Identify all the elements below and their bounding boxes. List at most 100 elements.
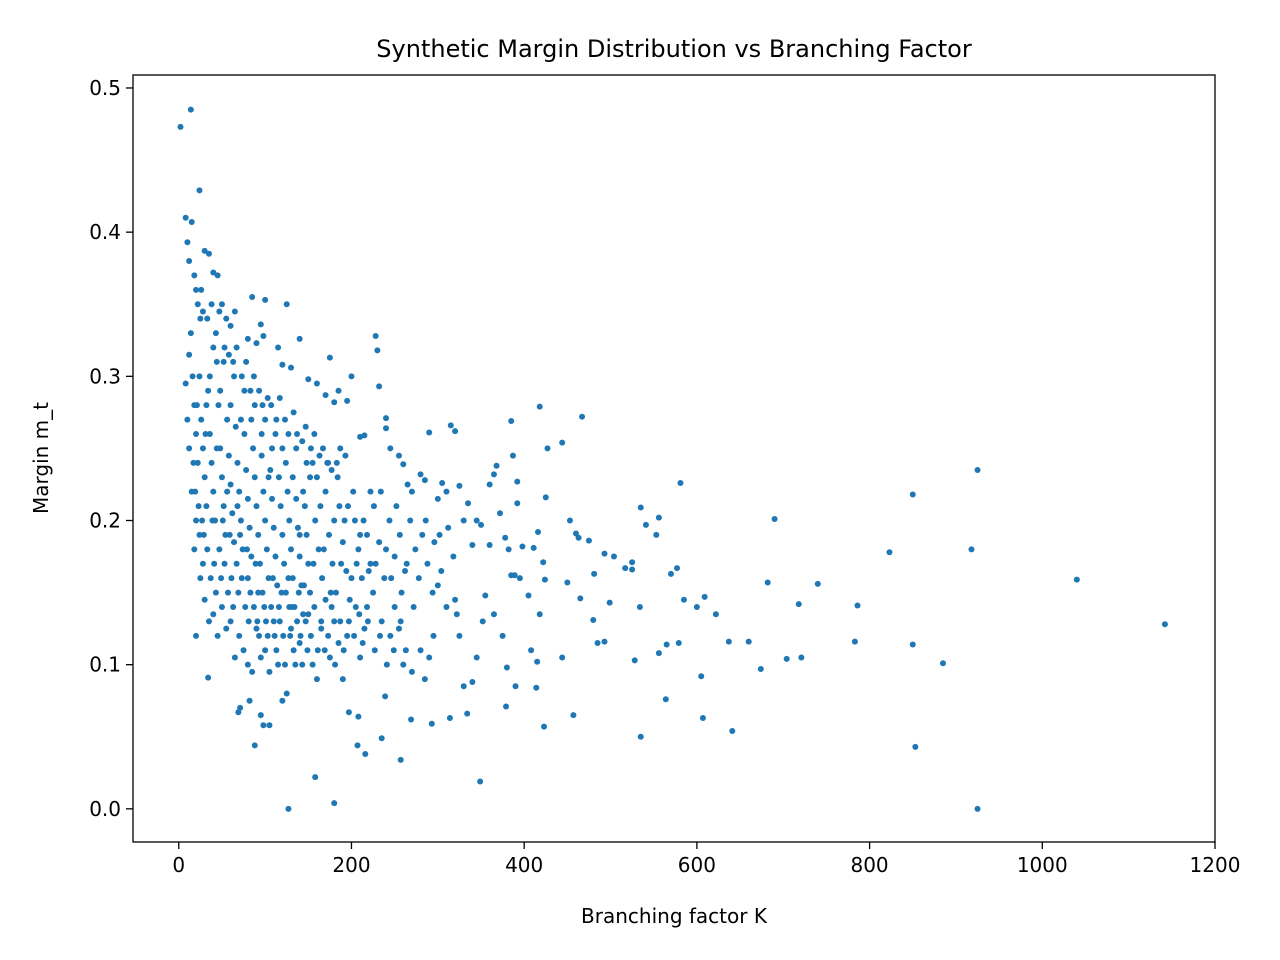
data-point	[297, 632, 304, 639]
data-point	[187, 330, 194, 337]
data-point	[243, 546, 250, 553]
data-point	[359, 640, 366, 647]
data-point	[296, 553, 303, 560]
data-point	[351, 632, 358, 639]
data-point	[236, 632, 243, 639]
data-point	[290, 647, 297, 654]
data-point	[367, 560, 374, 567]
data-point	[486, 542, 493, 549]
data-point	[383, 415, 390, 422]
data-point	[234, 459, 241, 466]
data-point	[289, 575, 296, 582]
data-point	[300, 488, 307, 495]
data-point	[464, 710, 471, 717]
data-point	[303, 459, 310, 466]
data-point	[429, 589, 436, 596]
data-point	[220, 358, 227, 365]
data-point	[410, 603, 417, 610]
data-point	[213, 445, 220, 452]
data-point	[452, 428, 459, 435]
data-point	[266, 722, 273, 729]
data-point	[307, 632, 314, 639]
data-point	[327, 589, 334, 596]
data-point	[419, 531, 426, 538]
data-point	[269, 575, 276, 582]
data-point	[210, 269, 217, 276]
data-point	[275, 661, 282, 668]
data-point	[250, 445, 257, 452]
data-point	[283, 690, 290, 697]
data-point	[391, 603, 398, 610]
data-point	[262, 517, 269, 524]
data-point	[331, 399, 338, 406]
data-point	[798, 654, 805, 661]
data-point	[508, 418, 515, 425]
data-point	[677, 480, 684, 487]
data-point	[208, 459, 215, 466]
data-point	[273, 416, 280, 423]
data-point	[264, 394, 271, 401]
data-point	[213, 358, 220, 365]
data-point	[637, 733, 644, 740]
data-point	[541, 576, 548, 583]
data-point	[255, 589, 262, 596]
data-point	[337, 445, 344, 452]
data-point	[783, 655, 790, 662]
data-point	[317, 503, 324, 510]
data-point	[370, 589, 377, 596]
data-point	[296, 335, 303, 342]
x-tick-label: 400	[505, 853, 543, 877]
data-point	[197, 575, 204, 582]
data-point	[194, 459, 201, 466]
data-point	[490, 611, 497, 618]
data-point	[224, 488, 231, 495]
data-point	[376, 539, 383, 546]
data-point	[218, 301, 225, 308]
data-point	[268, 603, 275, 610]
data-point	[313, 380, 320, 387]
data-point	[572, 530, 579, 537]
data-point	[221, 560, 228, 567]
data-point	[307, 474, 314, 481]
data-point	[299, 438, 306, 445]
data-point	[277, 503, 284, 510]
data-point	[295, 589, 302, 596]
data-point	[282, 589, 289, 596]
data-point	[854, 602, 861, 609]
data-point	[281, 560, 288, 567]
data-point	[591, 570, 598, 577]
data-point	[246, 524, 253, 531]
data-point	[293, 495, 300, 502]
data-point	[348, 575, 355, 582]
data-point	[199, 517, 206, 524]
data-point	[745, 638, 752, 645]
data-point	[286, 517, 293, 524]
data-point	[376, 632, 383, 639]
data-point	[328, 467, 335, 474]
data-point	[400, 461, 407, 468]
data-point	[270, 618, 277, 625]
data-point	[275, 344, 282, 351]
data-point	[378, 618, 385, 625]
data-point	[502, 534, 509, 541]
data-point	[499, 632, 506, 639]
data-point	[361, 432, 368, 439]
data-point	[339, 539, 346, 546]
data-point	[311, 430, 318, 437]
data-point	[231, 539, 238, 546]
data-point	[225, 452, 232, 459]
data-point	[259, 402, 266, 409]
data-point	[299, 661, 306, 668]
x-tick-label: 0	[172, 853, 185, 877]
data-point	[312, 517, 319, 524]
data-point	[662, 696, 669, 703]
data-point	[262, 618, 269, 625]
data-point	[256, 632, 263, 639]
data-point	[540, 559, 547, 566]
data-point	[300, 611, 307, 618]
data-point	[322, 392, 329, 399]
data-point	[469, 542, 476, 549]
data-point	[601, 638, 608, 645]
data-point	[525, 592, 532, 599]
data-point	[503, 703, 510, 710]
